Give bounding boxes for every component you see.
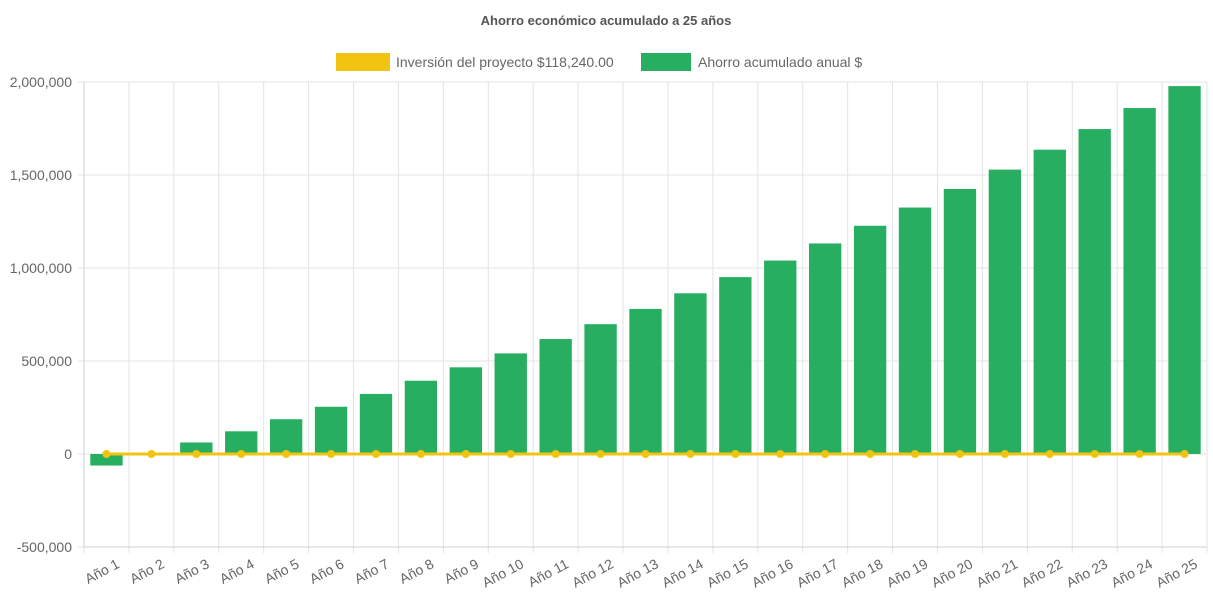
bar xyxy=(180,442,213,454)
investment-point xyxy=(821,450,830,458)
x-tick-label: Año 13 xyxy=(614,555,661,590)
x-tick-label: Año 3 xyxy=(172,555,212,586)
x-axis: Año 1 Año 2 Año 3 Año 4 Año 5 Año 6 Año 7 Año 8… xyxy=(82,546,1207,590)
x-tick-label: Año 16 xyxy=(749,555,796,590)
investment-point xyxy=(955,450,964,458)
investment-point xyxy=(371,450,380,458)
bar xyxy=(943,188,977,454)
y-axis: 2,000,000 1,500,000 1,000,000 500,000 0 -500,… xyxy=(10,74,85,555)
x-tick-label: Año 25 xyxy=(1153,555,1200,590)
investment-point xyxy=(641,450,650,458)
x-tick-label: Año 22 xyxy=(1018,555,1065,590)
bar xyxy=(269,419,303,454)
x-tick-label: Año 18 xyxy=(839,555,886,590)
x-tick-label: Año 20 xyxy=(929,555,976,590)
bar xyxy=(494,353,527,454)
y-tick-label: 2,000,000 xyxy=(10,74,72,90)
x-tick-label: Año 21 xyxy=(974,555,1021,590)
investment-point xyxy=(1090,450,1099,458)
investment-point xyxy=(416,450,425,458)
y-tick-label: -500,000 xyxy=(17,539,72,555)
x-tick-label: Año 11 xyxy=(525,555,571,590)
legend-label-savings: Ahorro acumulado anual $ xyxy=(698,54,862,70)
investment-point xyxy=(147,450,156,458)
investment-point xyxy=(506,450,515,458)
bar xyxy=(988,169,1022,454)
investment-point xyxy=(731,450,740,458)
investment-point xyxy=(911,450,920,458)
bar xyxy=(1123,108,1156,454)
bar xyxy=(674,293,707,454)
legend-swatch-investment xyxy=(336,53,390,71)
bar xyxy=(539,339,572,454)
investment-point xyxy=(1180,450,1189,458)
line-series xyxy=(102,450,1189,458)
y-tick-label: 0 xyxy=(64,446,72,462)
investment-point xyxy=(102,450,111,458)
x-tick-label: Año 24 xyxy=(1108,555,1155,590)
bar xyxy=(764,260,797,454)
x-tick-label: Año 5 xyxy=(262,555,302,586)
y-tick-label: 1,000,000 xyxy=(10,260,72,276)
bar xyxy=(853,225,887,454)
bar xyxy=(584,324,617,454)
investment-point xyxy=(1135,450,1144,458)
bar xyxy=(898,207,932,454)
bar xyxy=(404,380,438,454)
legend-item-savings[interactable]: Ahorro acumulado anual $ xyxy=(641,53,862,71)
bar-series xyxy=(90,86,1201,466)
investment-point xyxy=(192,450,201,458)
y-tick-label: 500,000 xyxy=(21,353,72,369)
bar xyxy=(1078,129,1111,455)
x-tick-label: Año 14 xyxy=(659,555,706,590)
y-tick-label: 1,500,000 xyxy=(10,167,72,183)
bar xyxy=(225,431,258,454)
x-tick-label: Año 9 xyxy=(441,555,481,586)
bar xyxy=(359,393,393,454)
investment-point xyxy=(282,450,291,458)
x-tick-label: Año 2 xyxy=(127,555,167,586)
legend-label-investment: Inversión del proyecto $118,240.00 xyxy=(396,54,614,70)
investment-point xyxy=(551,450,560,458)
x-tick-label: Año 1 xyxy=(82,555,122,586)
investment-point xyxy=(1045,450,1054,458)
x-tick-label: Año 8 xyxy=(396,555,436,586)
legend: Inversión del proyecto $118,240.00 Ahorr… xyxy=(336,53,862,71)
bar xyxy=(449,367,482,454)
bar xyxy=(809,243,842,454)
bar xyxy=(1033,149,1066,455)
investment-point xyxy=(327,450,336,458)
investment-point xyxy=(596,450,605,458)
bar xyxy=(719,277,752,454)
x-tick-label: Año 17 xyxy=(794,555,841,590)
investment-point xyxy=(237,450,246,458)
investment-point xyxy=(1000,450,1009,458)
investment-point xyxy=(461,450,470,458)
x-tick-label: Año 15 xyxy=(704,555,751,590)
x-tick-label: Año 4 xyxy=(217,555,257,586)
legend-swatch-savings xyxy=(641,53,691,71)
x-tick-label: Año 7 xyxy=(352,555,392,586)
legend-item-investment[interactable]: Inversión del proyecto $118,240.00 xyxy=(336,53,614,71)
x-tick-label: Año 23 xyxy=(1063,555,1110,590)
investment-point xyxy=(776,450,785,458)
bar xyxy=(314,406,348,454)
chart-title: Ahorro económico acumulado a 25 años xyxy=(481,13,732,28)
investment-point xyxy=(866,450,875,458)
bar xyxy=(90,454,123,466)
investment-point xyxy=(686,450,695,458)
bar xyxy=(1168,86,1201,454)
x-tick-label: Año 19 xyxy=(884,555,931,590)
bar xyxy=(629,308,662,454)
x-tick-label: Año 10 xyxy=(479,555,526,590)
x-tick-label: Año 6 xyxy=(307,555,347,586)
x-tick-label: Año 12 xyxy=(569,555,616,590)
